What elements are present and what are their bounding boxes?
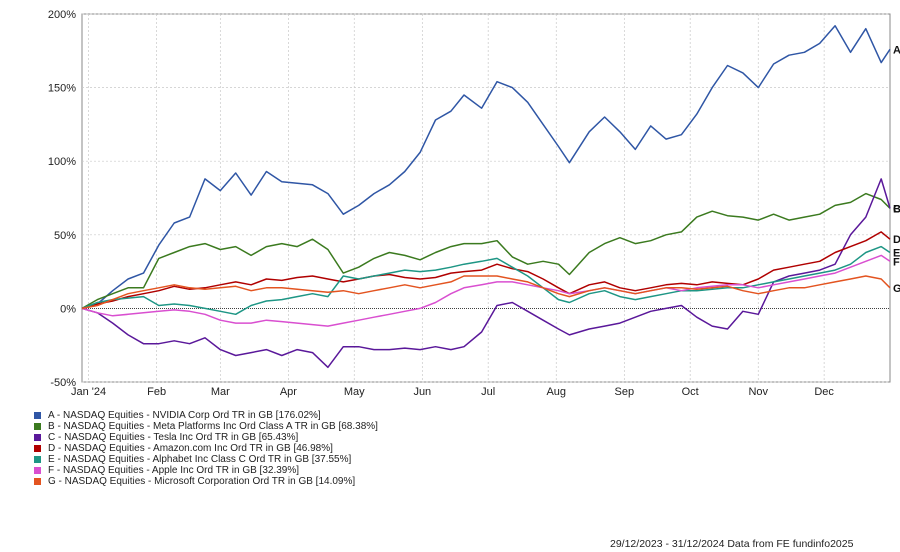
y-tick-label: 200% <box>48 9 76 21</box>
legend-swatch <box>34 445 41 452</box>
series-end-label: E <box>893 247 900 259</box>
x-tick-label: Feb <box>147 386 166 398</box>
legend-item: D - NASDAQ Equities - Amazon.com Inc Ord… <box>34 443 378 454</box>
x-tick-label: Dec <box>814 386 834 398</box>
series-lines <box>81 25 891 369</box>
series-line-g <box>81 275 891 310</box>
x-tick-label: May <box>344 386 365 398</box>
plot-area <box>81 13 891 383</box>
y-tick-label: -50% <box>50 377 76 389</box>
series-line-f <box>81 254 891 327</box>
legend-item: F - NASDAQ Equities - Apple Inc Ord TR i… <box>34 465 378 476</box>
series-end-label: C <box>893 203 900 215</box>
legend-label: E - NASDAQ Equities - Alphabet Inc Class… <box>48 454 352 465</box>
legend-label: C - NASDAQ Equities - Tesla Inc Ord TR i… <box>48 432 299 443</box>
legend-item: B - NASDAQ Equities - Meta Platforms Inc… <box>34 421 378 432</box>
x-tick-label: Jan '24 <box>71 386 106 398</box>
series-end-labels: A BC DEF G <box>893 44 900 294</box>
series-line-c <box>81 178 891 369</box>
series-end-label: B <box>893 203 900 215</box>
legend-label: G - NASDAQ Equities - Microsoft Corporat… <box>48 476 356 487</box>
series-end-label: A <box>893 44 900 56</box>
y-axis-ticks: 200% 150% 100% 50% 0% -50% <box>48 9 76 389</box>
legend-swatch <box>34 467 41 474</box>
series-end-label: F <box>893 256 900 268</box>
legend-item: C - NASDAQ Equities - Tesla Inc Ord TR i… <box>34 432 378 443</box>
legend-label: F - NASDAQ Equities - Apple Inc Ord TR i… <box>48 465 300 476</box>
legend: A - NASDAQ Equities - NVIDIA Corp Ord TR… <box>34 410 378 487</box>
legend-item: A - NASDAQ Equities - NVIDIA Corp Ord TR… <box>34 410 378 421</box>
x-tick-label: Nov <box>748 386 768 398</box>
legend-label: D - NASDAQ Equities - Amazon.com Inc Ord… <box>48 443 333 454</box>
x-tick-label: Apr <box>280 386 297 398</box>
series-line-b <box>81 192 891 310</box>
series-line-a <box>81 25 891 310</box>
y-tick-label: 150% <box>48 83 76 95</box>
chart: 200% 150% 100% 50% 0% -50% Jan '24 Feb Mar Apr Ma… <box>48 9 900 398</box>
legend-label: B - NASDAQ Equities - Meta Platforms Inc… <box>48 421 378 432</box>
series-end-label: G <box>893 283 900 295</box>
footer-source: 29/12/2023 - 31/12/2024 Data from FE fun… <box>610 538 854 550</box>
x-tick-label: Mar <box>211 386 230 398</box>
series-end-label: D <box>893 234 900 246</box>
gridlines <box>82 13 890 383</box>
series-line-e <box>81 245 891 316</box>
x-tick-label: Sep <box>615 386 635 398</box>
y-tick-label: 100% <box>48 156 76 168</box>
legend-item: G - NASDAQ Equities - Microsoft Corporat… <box>34 476 378 487</box>
legend-swatch <box>34 478 41 485</box>
x-axis-ticks: Jan '24 Feb Mar Apr May Jun Jul Aug Sep Oct Nov Dec <box>71 386 834 398</box>
legend-swatch <box>34 434 41 441</box>
x-tick-label: Jul <box>481 386 495 398</box>
x-tick-label: Oct <box>682 386 699 398</box>
legend-item: E - NASDAQ Equities - Alphabet Inc Class… <box>34 454 378 465</box>
legend-swatch <box>34 412 41 419</box>
x-tick-label: Aug <box>546 386 566 398</box>
y-tick-label: 50% <box>54 230 76 242</box>
legend-swatch <box>34 423 41 430</box>
x-tick-label: Jun <box>413 386 431 398</box>
y-tick-label: 0% <box>60 303 76 315</box>
legend-label: A - NASDAQ Equities - NVIDIA Corp Ord TR… <box>48 410 321 421</box>
legend-swatch <box>34 456 41 463</box>
series-line-d <box>81 231 891 310</box>
